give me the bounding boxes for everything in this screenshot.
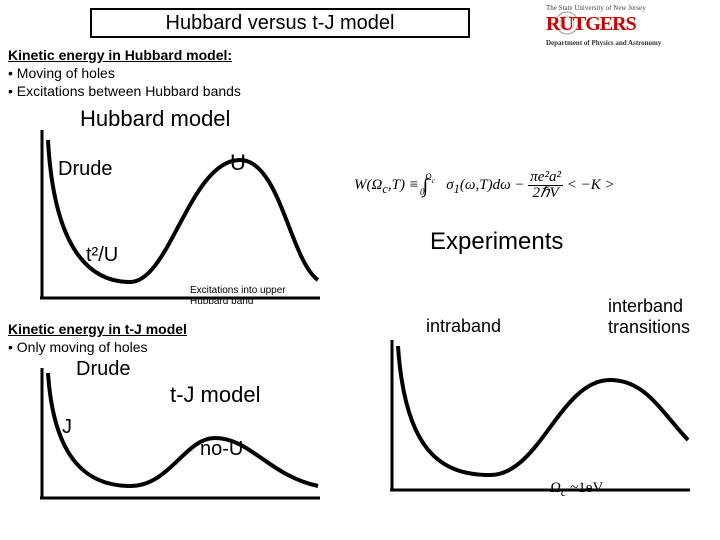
experiments-title: Experiments: [430, 228, 563, 256]
page-title: Hubbard versus t-J model: [90, 8, 470, 38]
experiments-plot: [390, 340, 700, 500]
interband-label: interband transitions: [608, 296, 690, 337]
exp-svg: [390, 340, 700, 500]
ktj-bullet-0: • Only moving of holes: [8, 338, 187, 356]
kinetic-hubbard-block: Kinetic energy in Hubbard model: • Movin…: [8, 46, 241, 101]
formula-image: W(Ωc,T) ≡ ∫Ωc0 σ1(ω,T)dω − πe²a² 2ℏV < −…: [354, 170, 615, 201]
logo-tagline: The State University of New Jersey: [546, 5, 714, 13]
logo-name: RUTGERS: [546, 13, 714, 36]
kh-bullet-1: • Excitations between Hubbard bands: [8, 82, 241, 100]
kh-header: Kinetic energy in Hubbard model:: [8, 46, 241, 64]
title-text: Hubbard versus t-J model: [166, 12, 395, 35]
kinetic-tj-block: Kinetic energy in t-J model • Only movin…: [8, 320, 187, 356]
hubbard-plot: Hubbard model Drude U t²/U Excitations i…: [40, 130, 320, 300]
logo-block: The State University of New Jersey RUTGE…: [546, 4, 714, 47]
tj-svg: [40, 368, 320, 508]
intraband-label: intraband: [426, 316, 501, 337]
tj-plot: Drude t-J model J no-U: [40, 368, 320, 508]
omega-c-label: Ωc ~1eV: [550, 480, 603, 500]
kh-bullet-0: • Moving of holes: [8, 64, 241, 82]
hubbard-svg: [40, 130, 320, 300]
ktj-header: Kinetic energy in t-J model: [8, 320, 187, 338]
logo-dept: Department of Physics and Astronomy: [546, 40, 714, 48]
hubbard-title: Hubbard model: [80, 106, 230, 132]
